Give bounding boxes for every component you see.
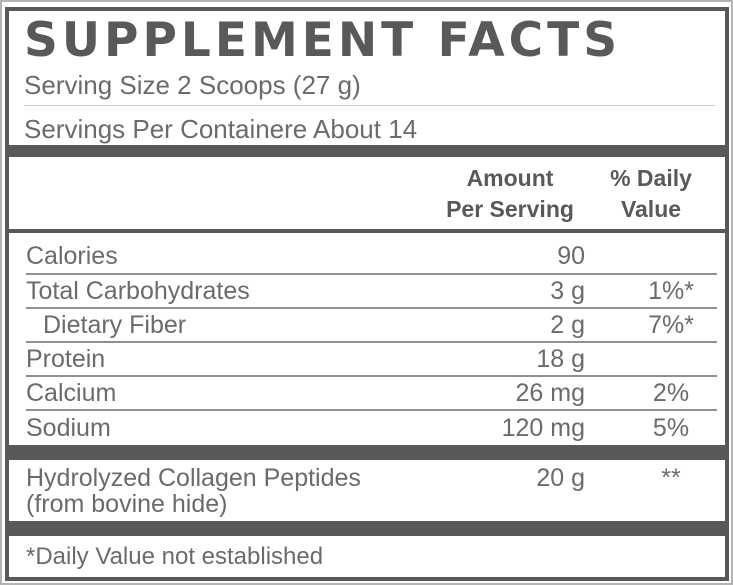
amount-header-line2: Per Serving: [446, 196, 574, 222]
amount-per-serving-header: Amount Per Serving: [435, 163, 585, 225]
nutrient-daily-value: 5%: [652, 413, 690, 442]
daily-value-header: % Daily Value: [585, 163, 717, 225]
nutrient-daily-value: 1%*: [648, 276, 694, 305]
nutrient-daily-value: **: [661, 464, 681, 492]
supplement-facts-label: SUPPLEMENT FACTS Serving Size 2 Scoops (…: [5, 7, 729, 581]
nutrient-daily-value: 7%*: [648, 310, 694, 339]
divider-bar-middle: [9, 445, 725, 460]
nutrient-name: Calcium: [26, 378, 117, 407]
collagen-name-line: Hydrolyzed Collagen Peptides: [26, 464, 361, 492]
table-row-total-carbohydrates: Total Carbohydrates 3 g 1%*: [26, 275, 717, 309]
amount-header-line1: Amount: [466, 165, 554, 191]
nutrient-daily-value: 2%: [652, 378, 690, 407]
nutrient-name: Dietary Fiber: [43, 310, 187, 339]
nutrient-name: Calories: [26, 241, 118, 270]
nutrient-amount: 90: [557, 241, 585, 270]
nutrient-rows: Calories 90 Total Carbohydrates 3 g 1%* …: [26, 233, 717, 445]
table-row-dietary-fiber: Dietary Fiber 2 g 7%*: [26, 309, 717, 343]
serving-size-text: Serving Size 2 Scoops (27 g): [24, 67, 715, 106]
divider-bar-bottom: [9, 521, 725, 536]
dv-header-line2: Value: [620, 196, 682, 222]
page-title: SUPPLEMENT FACTS: [24, 13, 622, 68]
nutrient-name: Total Carbohydrates: [26, 276, 250, 305]
nutrient-amount: 3 g: [550, 276, 585, 305]
column-header-row: Amount Per Serving % Daily Value: [9, 157, 725, 229]
nutrient-name: Hydrolyzed Collagen Peptides (from bovin…: [26, 466, 435, 518]
nutrient-name: Protein: [26, 344, 106, 373]
table-row-sodium: Sodium 120 mg 5%: [26, 411, 717, 445]
nutrient-amount: 26 mg: [515, 378, 585, 407]
divider-bar-top: [9, 145, 725, 157]
nutrient-amount: 20 g: [536, 464, 585, 492]
table-row-calcium: Calcium 26 mg 2%: [26, 377, 717, 411]
servings-per-container-text: Servings Per Containere About 14: [24, 114, 418, 144]
collagen-source-line: (from bovine hide): [26, 490, 228, 518]
nutrient-name: Sodium: [26, 413, 111, 442]
nutrient-amount: 18 g: [536, 344, 585, 373]
table-row-collagen-peptides: Hydrolyzed Collagen Peptides (from bovin…: [26, 460, 717, 521]
nutrient-amount: 2 g: [550, 310, 585, 339]
table-row-protein: Protein 18 g: [26, 343, 717, 377]
dv-header-line1: % Daily: [610, 165, 692, 191]
nutrient-amount: 120 mg: [501, 413, 585, 442]
label-header: SUPPLEMENT FACTS Serving Size 2 Scoops (…: [9, 11, 725, 145]
footnote: *Daily Value not established: [26, 543, 324, 570]
divider-under-column-header: [9, 229, 725, 233]
table-row-calories: Calories 90: [26, 233, 717, 275]
